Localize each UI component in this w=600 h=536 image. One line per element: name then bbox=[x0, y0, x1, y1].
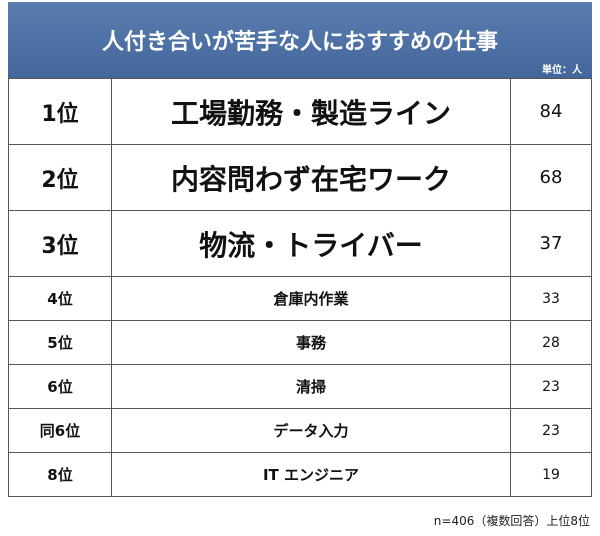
job-cell: 内容問わず在宅ワーク bbox=[111, 144, 511, 211]
count-cell: 68 bbox=[510, 144, 592, 211]
unit: 単位：人 bbox=[542, 65, 582, 76]
table-row: 3位 物流・トライバー 37 bbox=[8, 210, 592, 277]
table-row: 8位 IT エンジニア 19 bbox=[8, 452, 592, 497]
count-cell: 84 bbox=[510, 78, 592, 145]
rank-cell: 3位 bbox=[8, 210, 112, 277]
table-row: 6位 清掃 23 bbox=[8, 364, 592, 409]
job-cell: IT エンジニア bbox=[111, 452, 511, 497]
table-row: 4位 倉庫内作業 33 bbox=[8, 276, 592, 321]
job-cell: 物流・トライバー bbox=[111, 210, 511, 277]
count-cell: 28 bbox=[510, 320, 592, 365]
title-bar: 人付き合いが苦手な人におすすめの仕事 単位：人 bbox=[8, 2, 592, 78]
table-row: 同6位 データ入力 23 bbox=[8, 408, 592, 453]
rank-cell: 4位 bbox=[8, 276, 112, 321]
rank-cell: 1位 bbox=[8, 78, 112, 145]
job-cell: 清掃 bbox=[111, 364, 511, 409]
rank-cell: 8位 bbox=[8, 452, 112, 497]
job-cell: 倉庫内作業 bbox=[111, 276, 511, 321]
job-cell: 工場勤務・製造ライン bbox=[111, 78, 511, 145]
count-cell: 37 bbox=[510, 210, 592, 277]
ranking-table: 1位 工場勤務・製造ライン 84 2位 内容問わず在宅ワーク 68 3位 物流・トライバー 37… bbox=[8, 78, 592, 497]
count-cell: 33 bbox=[510, 276, 592, 321]
rank-cell: 同6位 bbox=[8, 408, 112, 453]
rank-cell: 5位 bbox=[8, 320, 112, 365]
job-cell: データ入力 bbox=[111, 408, 511, 453]
count-cell: 23 bbox=[510, 408, 592, 453]
rank-cell: 6位 bbox=[8, 364, 112, 409]
footnote: n=406（複数回答）上位8位 bbox=[433, 514, 590, 528]
count-cell: 23 bbox=[510, 364, 592, 409]
rank-cell: 2位 bbox=[8, 144, 112, 211]
table-row: 2位 内容問わず在宅ワーク 68 bbox=[8, 144, 592, 211]
job-cell: 事務 bbox=[111, 320, 511, 365]
table-row: 1位 工場勤務・製造ライン 84 bbox=[8, 78, 592, 145]
title: 人付き合いが苦手な人におすすめの仕事 bbox=[101, 30, 498, 55]
table-row: 5位 事務 28 bbox=[8, 320, 592, 365]
count-cell: 19 bbox=[510, 452, 592, 497]
